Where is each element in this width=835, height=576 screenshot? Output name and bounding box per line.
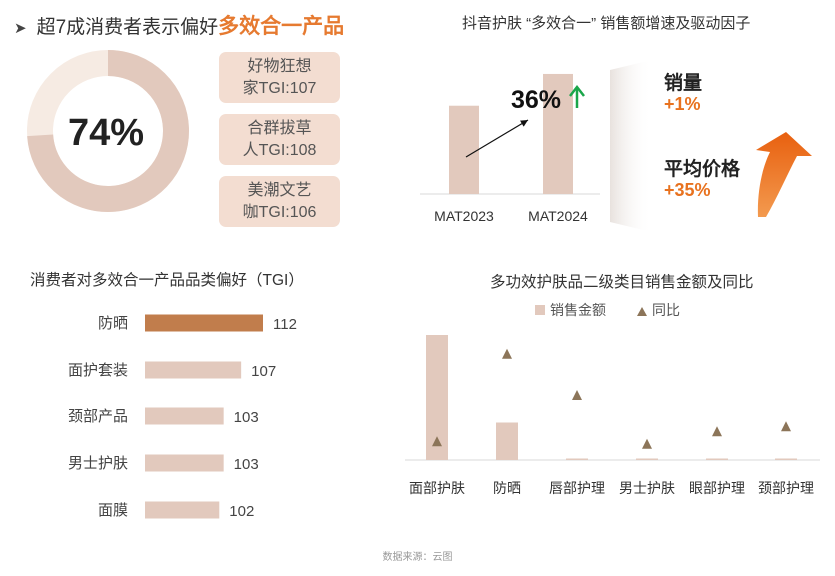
preference-value-label: 112 — [273, 316, 297, 333]
tag-box: 合群拔草 人TGI:108 — [219, 114, 340, 165]
preference-value-label: 103 — [234, 409, 259, 426]
preference-value-label: 103 — [234, 456, 259, 473]
growth-bar — [543, 73, 573, 194]
growth-bar — [449, 105, 479, 194]
secondary-yoy-marker — [432, 436, 442, 447]
secondary-x-tick: 防晒 — [493, 480, 521, 496]
secondary-chart-title: 多功效护肤品二级类目销售金额及同比 — [490, 274, 754, 291]
preference-bar — [145, 501, 220, 519]
secondary-bar — [566, 458, 588, 460]
legend-label: 销售金额 — [550, 302, 606, 318]
donut-arc — [27, 50, 189, 212]
headline: ➤ 超7成消费者表示偏好多效合一产品 — [14, 10, 344, 40]
preference-bar — [145, 454, 224, 472]
secondary-bar — [706, 458, 728, 460]
fade-panel — [610, 60, 652, 232]
secondary-yoy-marker — [712, 426, 722, 437]
factor-value: +35% — [664, 180, 711, 200]
legend-triangle-icon — [637, 307, 647, 316]
preference-bar — [145, 361, 242, 379]
factor-name: 销量 — [664, 73, 703, 94]
secondary-x-tick: 眼部护理 — [689, 480, 745, 496]
growth-chart-title: 抖音护肤 “多效合一” 销售额增速及驱动因子 — [462, 15, 751, 32]
secondary-yoy-marker — [642, 438, 652, 449]
secondary-yoy-marker — [502, 348, 512, 359]
growth-percent-label: 36% — [511, 86, 561, 114]
tag-box: 好物狂想 家TGI:107 — [219, 52, 340, 103]
factor-value: +1% — [664, 94, 701, 114]
factor-name: 平均价格 — [664, 159, 741, 180]
secondary-yoy-marker — [572, 390, 582, 400]
growth-x-tick: MAT2024 — [528, 208, 588, 224]
legend-swatch-bar — [535, 305, 545, 315]
preference-chart-title: 消费者对多效合一产品品类偏好（TGI） — [30, 272, 304, 289]
preference-category-label: 面膜 — [98, 502, 128, 519]
tag-box: 美潮文艺 咖TGI:106 — [219, 176, 340, 227]
preference-category-label: 面护套装 — [68, 362, 128, 379]
secondary-x-tick: 唇部护理 — [549, 480, 605, 496]
secondary-bar — [636, 458, 658, 460]
secondary-x-tick: 面部护肤 — [409, 480, 465, 496]
preference-category-label: 防晒 — [98, 315, 128, 332]
tag-line: 好物狂想 — [247, 58, 312, 75]
secondary-x-tick: 颈部护理 — [758, 480, 814, 496]
preference-value-label: 107 — [251, 363, 276, 380]
secondary-x-tick: 男士护肤 — [619, 480, 675, 496]
headline-highlight: 多效合一产品 — [218, 15, 345, 38]
growth-x-tick: MAT2023 — [434, 208, 494, 224]
preference-bar — [145, 314, 263, 332]
tag-line: 人TGI:108 — [242, 142, 317, 159]
legend-label: 同比 — [652, 302, 680, 318]
preference-value-label: 102 — [229, 503, 254, 520]
preference-category-label: 颈部产品 — [68, 408, 128, 425]
secondary-bar — [775, 458, 797, 460]
donut-label: 74% — [68, 112, 144, 154]
tag-line: 家TGI:107 — [242, 80, 317, 97]
secondary-bar — [426, 335, 448, 460]
secondary-yoy-marker — [781, 421, 791, 432]
arrow-bullet-icon: ➤ — [14, 20, 27, 37]
tag-line: 咖TGI:106 — [242, 204, 317, 221]
big-up-arrow-icon — [756, 132, 812, 217]
preference-bar — [145, 407, 224, 425]
headline-prefix: 超7成消费者表示偏好 — [36, 17, 219, 38]
secondary-bar — [496, 422, 518, 460]
tag-line: 合群拔草 — [247, 120, 312, 137]
source-note: 数据来源：云图 — [382, 552, 453, 563]
up-arrow-icon — [569, 84, 585, 108]
tag-line: 美潮文艺 — [247, 182, 312, 199]
preference-category-label: 男士护肤 — [68, 455, 128, 472]
growth-trend-arrow — [465, 119, 529, 158]
